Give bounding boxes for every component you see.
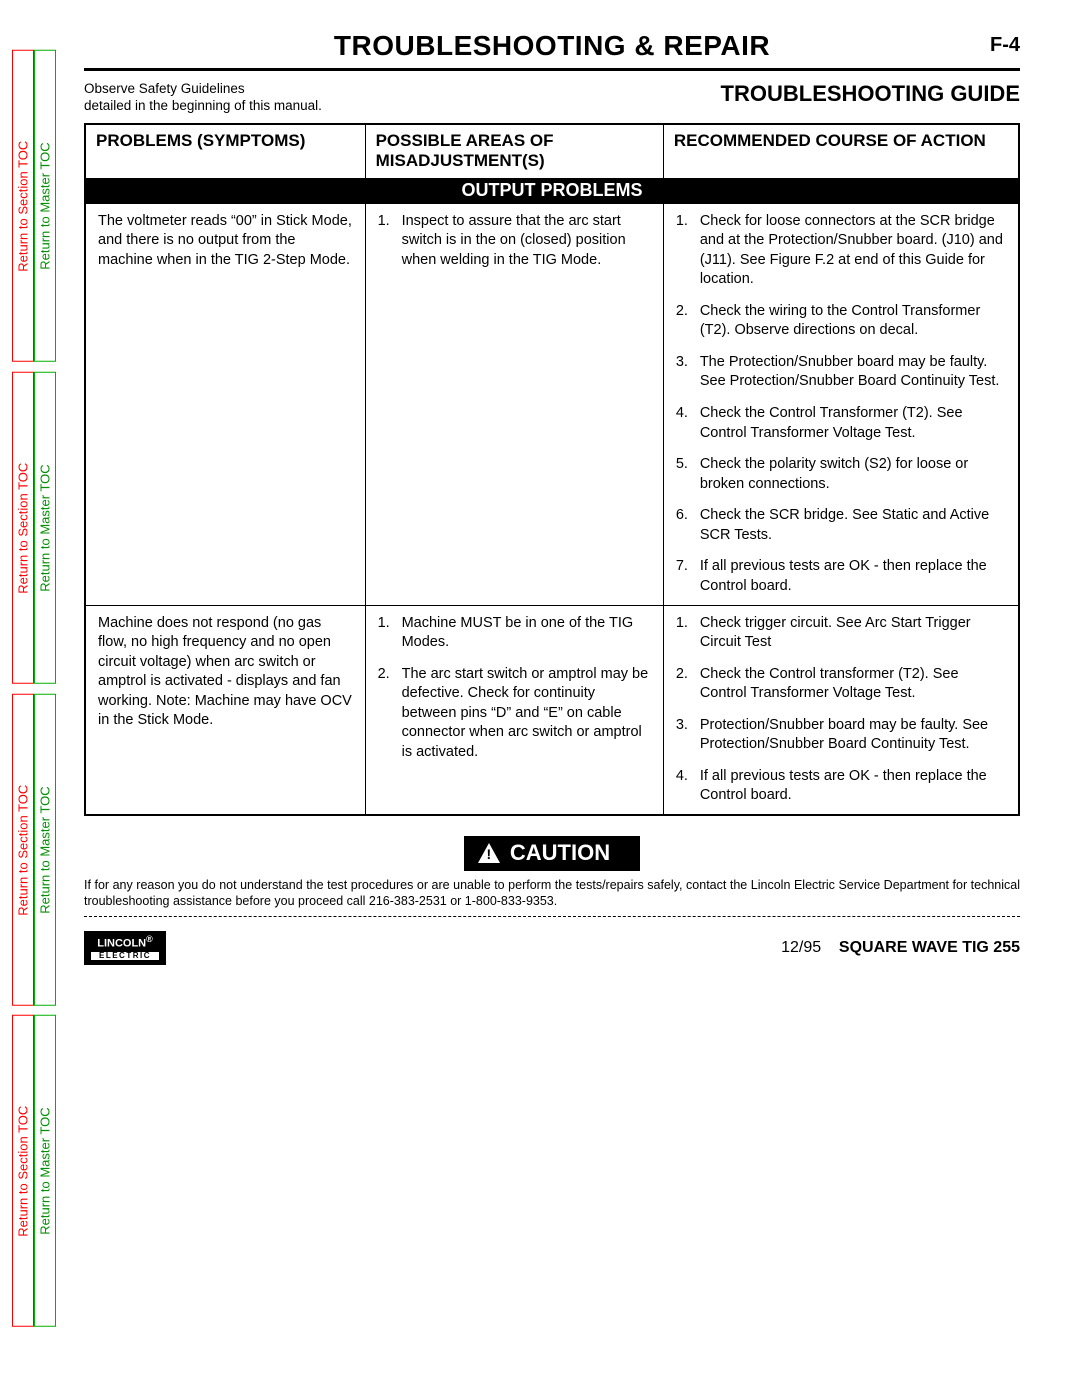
- lincoln-logo: LINCOLN® ELECTRIC: [84, 931, 166, 966]
- list-item: Check for loose connectors at the SCR br…: [676, 212, 1006, 290]
- cell-action: Check trigger circuit. See Arc Start Tri…: [664, 606, 1018, 815]
- cell-misadjust: Inspect to assure that the arc start swi…: [366, 204, 664, 605]
- cell-misadjust: Machine MUST be in one of the TIG Modes.…: [366, 606, 664, 815]
- caution-bar: CAUTION: [464, 836, 640, 871]
- dashed-rule: [84, 916, 1020, 917]
- list-item: Protection/Snubber board may be faulty. …: [676, 716, 1006, 755]
- caution-block: CAUTION If for any reason you do not und…: [84, 836, 1020, 917]
- section-band: OUTPUT PROBLEMS: [86, 178, 1018, 204]
- logo-bottom: ELECTRIC: [90, 951, 160, 961]
- page-footer: LINCOLN® ELECTRIC 12/95 SQUARE WAVE TIG …: [84, 931, 1020, 966]
- list-item: Check the wiring to the Control Transfor…: [676, 302, 1006, 341]
- section-toc-link[interactable]: Return to Section TOC: [12, 50, 34, 362]
- cell-action: Check for loose connectors at the SCR br…: [664, 204, 1018, 605]
- warning-icon: [478, 843, 500, 863]
- caution-label: CAUTION: [510, 840, 610, 866]
- section-toc-link[interactable]: Return to Section TOC: [12, 694, 34, 1006]
- troubleshooting-table: PROBLEMS (SYMPTOMS) POSSIBLE AREAS OF MI…: [84, 123, 1020, 816]
- list-item: The Protection/Snubber board may be faul…: [676, 353, 1006, 392]
- guide-title: TROUBLESHOOTING GUIDE: [721, 81, 1020, 107]
- table-row: The voltmeter reads “00” in Stick Mode, …: [86, 204, 1018, 605]
- list-item: Machine MUST be in one of the TIG Modes.: [378, 614, 651, 653]
- cell-problem: The voltmeter reads “00” in Stick Mode, …: [86, 204, 366, 605]
- table-header: PROBLEMS (SYMPTOMS) POSSIBLE AREAS OF MI…: [86, 125, 1018, 178]
- list-item: The arc start switch or amptrol may be d…: [378, 665, 651, 763]
- footer-right: 12/95 SQUARE WAVE TIG 255: [781, 939, 1020, 957]
- list-item: Check trigger circuit. See Arc Start Tri…: [676, 614, 1006, 653]
- list-item: Check the Control transformer (T2). See …: [676, 665, 1006, 704]
- caution-text: If for any reason you do not understand …: [84, 877, 1020, 910]
- section-toc-link[interactable]: Return to Section TOC: [12, 372, 34, 684]
- list-item: If all previous tests are OK - then repl…: [676, 767, 1006, 806]
- page-header: TROUBLESHOOTING & REPAIR F-4: [84, 30, 1020, 71]
- safety-line1: Observe Safety Guidelines: [84, 81, 245, 96]
- sub-header: Observe Safety Guidelines detailed in th…: [84, 81, 1020, 115]
- master-toc-link[interactable]: Return to Master TOC: [34, 50, 56, 362]
- page-number: F-4: [990, 34, 1020, 57]
- col-header-misadjust: POSSIBLE AREAS OF MISADJUSTMENT(S): [366, 125, 664, 178]
- list-item: Check the SCR bridge. See Static and Act…: [676, 506, 1006, 545]
- page-title: TROUBLESHOOTING & REPAIR: [334, 30, 770, 62]
- safety-line2: detailed in the beginning of this manual…: [84, 98, 322, 113]
- table-body: The voltmeter reads “00” in Stick Mode, …: [86, 204, 1018, 815]
- table-row: Machine does not respond (no gas flow, n…: [86, 605, 1018, 815]
- list-item: Inspect to assure that the arc start swi…: [378, 212, 651, 271]
- sidebar-tabs: Return to Section TOC Return to Section …: [12, 50, 56, 1327]
- page-content: TROUBLESHOOTING & REPAIR F-4 Observe Saf…: [84, 30, 1020, 1357]
- safety-note: Observe Safety Guidelines detailed in th…: [84, 81, 322, 115]
- list-item: Check the Control Transformer (T2). See …: [676, 404, 1006, 443]
- section-toc-link[interactable]: Return to Section TOC: [12, 1015, 34, 1327]
- logo-top: LINCOLN: [97, 937, 146, 949]
- cell-problem: Machine does not respond (no gas flow, n…: [86, 606, 366, 815]
- section-toc-col: Return to Section TOC Return to Section …: [12, 50, 34, 1327]
- col-header-action: RECOMMENDED COURSE OF ACTION: [664, 125, 1018, 178]
- master-toc-col: Return to Master TOC Return to Master TO…: [34, 50, 56, 1327]
- footer-model: SQUARE WAVE TIG 255: [839, 939, 1020, 956]
- master-toc-link[interactable]: Return to Master TOC: [34, 372, 56, 684]
- master-toc-link[interactable]: Return to Master TOC: [34, 694, 56, 1006]
- list-item: Check the polarity switch (S2) for loose…: [676, 455, 1006, 494]
- footer-date: 12/95: [781, 939, 821, 956]
- logo-reg: ®: [146, 934, 153, 944]
- col-header-problems: PROBLEMS (SYMPTOMS): [86, 125, 366, 178]
- master-toc-link[interactable]: Return to Master TOC: [34, 1015, 56, 1327]
- list-item: If all previous tests are OK - then repl…: [676, 557, 1006, 596]
